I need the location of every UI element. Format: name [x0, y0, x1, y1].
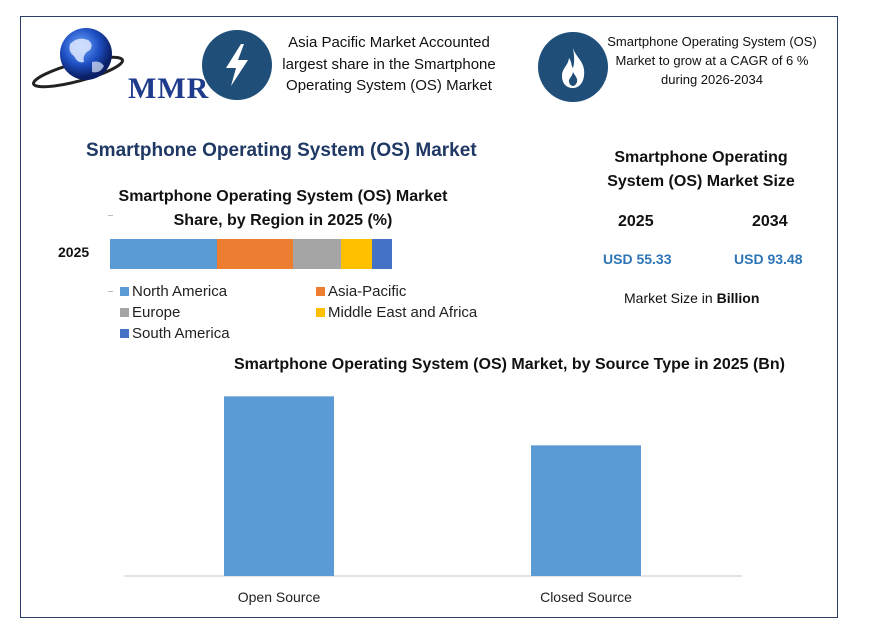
unit-prefix: Market Size in — [624, 290, 713, 306]
highlight-asia-pacific: Asia Pacific Market Accounted largest sh… — [282, 34, 496, 94]
legend-label: Europe — [132, 304, 181, 321]
region-chart-year-label: 2025 — [58, 244, 90, 260]
market-size-unit-note: Market Size in Billion — [624, 290, 759, 306]
legend-swatch — [120, 329, 129, 338]
region-segment-middle-east-and-africa — [341, 239, 373, 269]
globe-icon — [32, 28, 124, 89]
flame-icon-badge — [538, 32, 608, 102]
source-chart-title: Smartphone Operating System (OS) Market,… — [234, 356, 785, 373]
legend-label: Middle East and Africa — [328, 304, 478, 321]
bar-open-source — [224, 396, 334, 576]
flame-icon — [562, 48, 585, 88]
legend-swatch — [316, 308, 325, 317]
axis-tick — [108, 215, 113, 216]
infographic-frame — [20, 16, 838, 618]
highlight-cagr: Smartphone Operating System (OS) Market … — [607, 34, 817, 87]
logo-text: MMR — [128, 72, 210, 105]
market-size-title: Smartphone Operating System (OS) Market … — [607, 149, 795, 190]
axis-tick — [108, 291, 113, 292]
legend-swatch — [316, 287, 325, 296]
legend-label: South America — [132, 325, 230, 342]
legend-label: Asia-Pacific — [328, 283, 407, 300]
unit-bold: Billion — [716, 290, 760, 306]
legend-swatch — [120, 308, 129, 317]
market-size-value-2025: USD 55.33 — [603, 251, 672, 267]
region-legend: North America Asia-Pacific Europe Middle Ea… — [120, 283, 520, 347]
region-segment-europe — [293, 239, 342, 269]
legend-label: North America — [132, 283, 228, 300]
lightning-icon — [226, 44, 248, 86]
region-segment-north-america — [110, 239, 218, 269]
region-segment-asia-pacific — [217, 239, 294, 269]
x-tick-label: Open Source — [238, 589, 321, 605]
mmr-logo: MMR — [30, 22, 208, 105]
bar-closed-source — [531, 445, 641, 576]
region-chart-title: Smartphone Operating System (OS) Market … — [118, 188, 448, 229]
region-segment-south-america — [372, 239, 392, 269]
lightning-icon-badge — [202, 30, 272, 100]
market-size-year-2025: 2025 — [618, 213, 654, 230]
x-tick-label: Closed Source — [540, 589, 632, 605]
source-type-bar-chart: Open Source Closed Source — [124, 396, 742, 605]
region-stacked-bar — [110, 239, 610, 269]
market-size-year-2034: 2034 — [752, 213, 788, 230]
page-title: Smartphone Operating System (OS) Market — [86, 140, 477, 161]
legend-swatch — [120, 287, 129, 296]
market-size-value-2034: USD 93.48 — [734, 251, 803, 267]
